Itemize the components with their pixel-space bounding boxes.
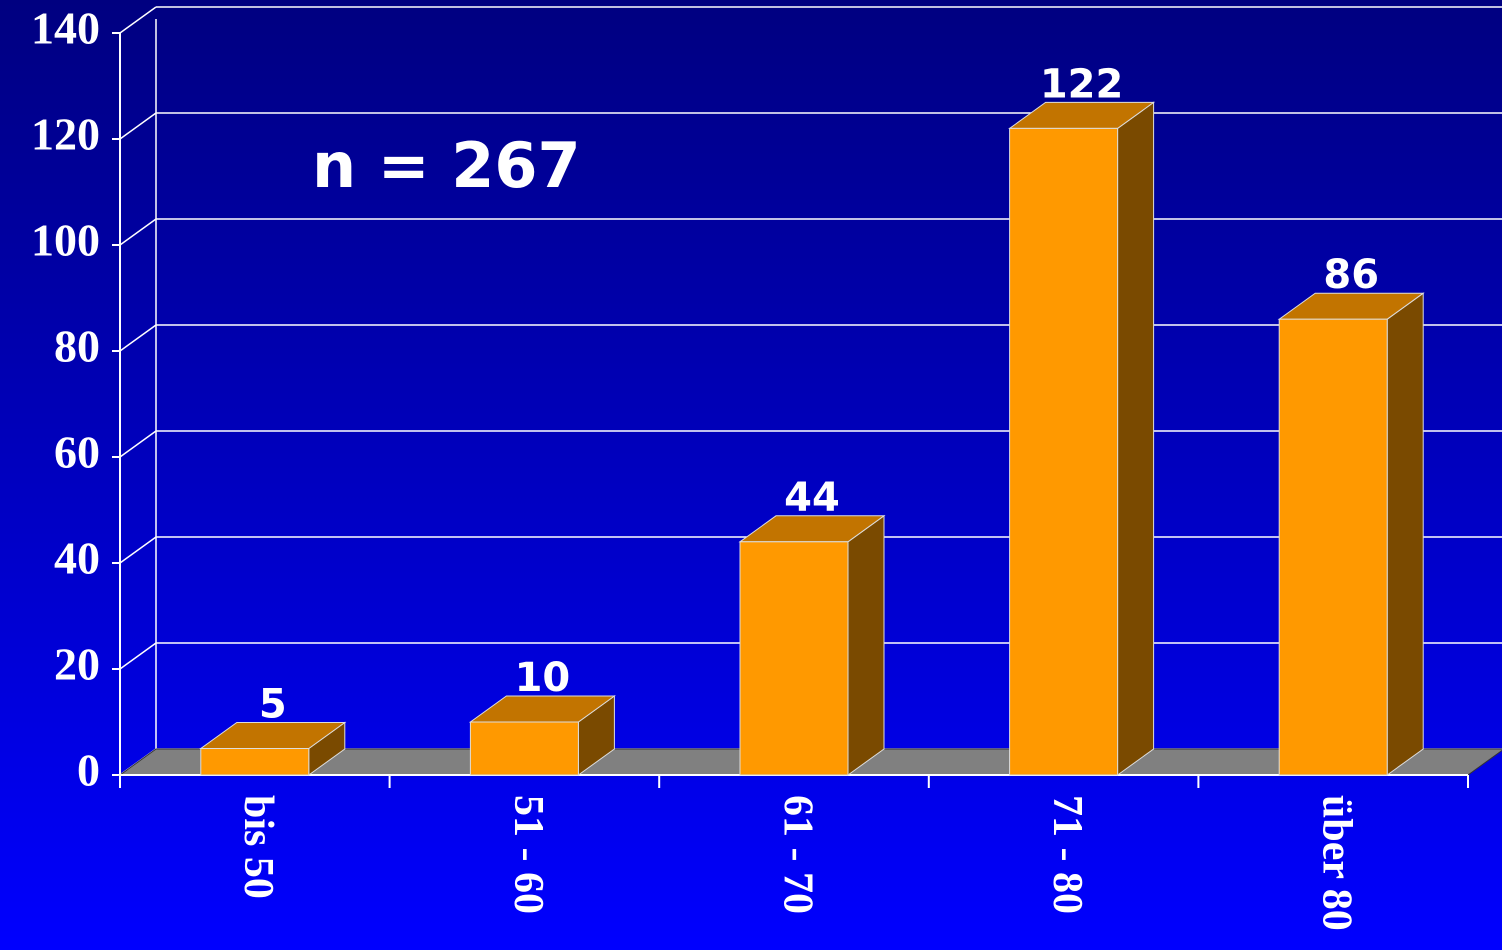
bar-side bbox=[847, 514, 885, 776]
x-tick-label: 71 - 80 bbox=[1044, 795, 1090, 914]
bar-side bbox=[1117, 101, 1155, 776]
x-tick-label: bis 50 bbox=[235, 795, 281, 899]
y-tick-label: 140 bbox=[31, 3, 100, 54]
y-tick-label: 20 bbox=[54, 639, 100, 690]
y-tick-label: 120 bbox=[31, 109, 100, 160]
bar bbox=[1278, 318, 1388, 776]
bar bbox=[1009, 127, 1119, 776]
y-tick-diagonal bbox=[119, 642, 157, 670]
bar-side bbox=[1386, 292, 1424, 776]
value-label: 86 bbox=[1323, 252, 1379, 298]
value-label: 122 bbox=[1040, 61, 1124, 107]
y-tick-diagonal bbox=[119, 324, 157, 352]
bar bbox=[469, 721, 579, 776]
bar bbox=[739, 541, 849, 776]
y-tick-label: 60 bbox=[54, 427, 100, 478]
y-tick-diagonal bbox=[119, 218, 157, 246]
bar bbox=[200, 748, 310, 776]
y-tick-label: 40 bbox=[54, 533, 100, 584]
y-tick-diagonal bbox=[119, 112, 157, 140]
x-tick-label: über 80 bbox=[1314, 795, 1360, 931]
value-label: 10 bbox=[515, 655, 571, 701]
value-label: 44 bbox=[784, 475, 840, 521]
x-tick-label: 61 - 70 bbox=[774, 795, 820, 914]
y-tick-diagonal bbox=[119, 536, 157, 564]
y-tick-label: 0 bbox=[77, 745, 100, 796]
x-tick-label: 51 - 60 bbox=[505, 795, 551, 914]
y-tick-diagonal bbox=[119, 430, 157, 458]
y-tick-label: 80 bbox=[54, 321, 100, 372]
annotation: n = 267 bbox=[312, 129, 581, 202]
value-label: 5 bbox=[259, 682, 287, 728]
y-tick-diagonal bbox=[119, 6, 157, 34]
y-tick-label: 100 bbox=[31, 215, 100, 266]
